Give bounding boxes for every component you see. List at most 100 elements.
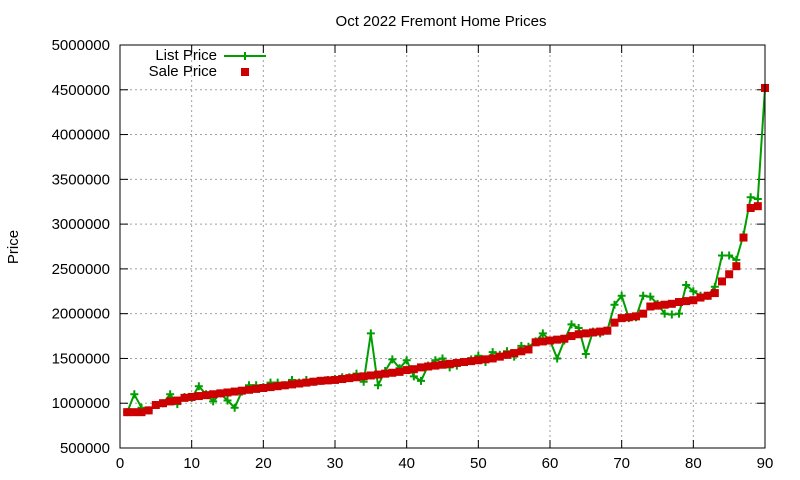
plot-frame xyxy=(119,44,766,449)
y-tick-label: 3500000 xyxy=(52,171,110,188)
x-tick-label: 20 xyxy=(255,455,272,472)
sale-price-point xyxy=(589,328,597,337)
list-price-point xyxy=(581,349,590,358)
sale-price-point xyxy=(409,365,418,374)
sale-price-point xyxy=(438,360,447,369)
list-price-point xyxy=(667,310,676,319)
x-tick-label: 70 xyxy=(613,455,630,472)
series-layer xyxy=(123,83,769,417)
sale-price-point xyxy=(223,388,232,397)
legend: List Price Sale Price xyxy=(149,47,266,80)
sale-price-point xyxy=(646,302,655,311)
y-tick-label: 1000000 xyxy=(52,395,110,412)
sale-price-point xyxy=(323,376,332,385)
y-tick-label: 2500000 xyxy=(52,261,110,278)
list-price-point xyxy=(230,403,239,412)
y-axis-label: Price xyxy=(5,230,22,264)
sale-price-point xyxy=(574,330,583,339)
sale-price-point xyxy=(395,367,404,376)
legend-marker-list-price xyxy=(241,52,249,60)
sale-price-point xyxy=(388,368,397,377)
sale-price-point xyxy=(682,297,691,306)
sale-price-point xyxy=(151,401,160,410)
sale-price-point xyxy=(252,384,261,393)
list-price-point xyxy=(388,355,397,364)
sale-price-point xyxy=(581,329,590,338)
sale-price-point xyxy=(345,374,354,383)
sale-price-point xyxy=(510,349,519,358)
sale-price-point xyxy=(639,309,648,318)
sale-price-point xyxy=(732,262,741,271)
legend-marker-sale-price xyxy=(241,68,249,76)
sale-price-point xyxy=(187,392,196,401)
list-price-point xyxy=(402,356,411,365)
list-price-point xyxy=(553,354,562,363)
sale-price-point xyxy=(531,338,540,347)
sale-price-point xyxy=(402,366,411,375)
list-price-point xyxy=(675,309,683,318)
list-price-point xyxy=(166,390,175,399)
y-tick-label: 4000000 xyxy=(52,127,110,144)
list-price-point xyxy=(209,397,218,406)
sale-price-point xyxy=(603,326,612,335)
y-tick-label: 2000000 xyxy=(52,306,110,323)
y-tick-label: 4500000 xyxy=(52,82,110,99)
list-price-point xyxy=(660,309,669,318)
sale-price-point xyxy=(194,392,203,401)
sale-price-point xyxy=(718,277,726,286)
sale-price-point xyxy=(266,383,275,392)
list-price-point xyxy=(567,320,576,329)
x-tick-label: 90 xyxy=(757,455,774,472)
sale-price-point xyxy=(338,375,347,384)
sale-price-point xyxy=(725,270,734,279)
sale-price-point xyxy=(237,386,246,395)
list-price-point xyxy=(417,376,425,385)
list-price-point xyxy=(718,251,726,260)
legend-label-list-price: List Price xyxy=(155,47,217,64)
sale-price-point xyxy=(202,391,210,400)
sale-price-point xyxy=(632,312,640,321)
list-price-point xyxy=(689,287,698,296)
sale-price-point xyxy=(309,377,318,386)
x-tick-label: 30 xyxy=(327,455,344,472)
list-price-point xyxy=(366,329,375,338)
sale-price-point xyxy=(696,293,705,302)
y-tick-label: 1500000 xyxy=(52,350,110,367)
sale-price-point xyxy=(245,385,253,394)
sale-price-point xyxy=(331,375,339,384)
sale-price-point xyxy=(538,337,547,346)
sale-price-point xyxy=(216,389,225,398)
chart-title: Oct 2022 Fremont Home Prices xyxy=(336,13,547,30)
list-price-point xyxy=(753,195,762,204)
sale-price-point xyxy=(144,406,153,415)
sale-price-point xyxy=(209,390,218,399)
list-price-point xyxy=(130,390,139,399)
sale-price-point xyxy=(359,372,368,381)
sale-price-point xyxy=(445,359,454,368)
sale-price-point xyxy=(660,300,669,309)
sale-price-point xyxy=(417,363,425,372)
sale-price-point xyxy=(273,382,282,391)
sale-price-point xyxy=(130,408,139,417)
sale-price-point xyxy=(366,371,375,380)
sale-price-point xyxy=(503,350,511,359)
x-tick-label: 80 xyxy=(685,455,702,472)
sale-price-point xyxy=(710,289,719,298)
list-price-point xyxy=(194,382,203,391)
list-price-point xyxy=(682,281,691,290)
x-tick-label: 10 xyxy=(183,455,200,472)
sale-price-point xyxy=(467,357,476,366)
sale-price-point xyxy=(560,334,569,343)
sale-price-point xyxy=(352,373,361,382)
sale-price-point xyxy=(424,362,433,371)
axis-ticks: 500000 1000000 1500000 2000000 2500000 300000… xyxy=(52,37,774,472)
sale-price-point xyxy=(280,381,289,390)
sale-price-point xyxy=(488,354,497,363)
sale-price-point xyxy=(302,378,311,387)
sale-price-point xyxy=(374,370,382,379)
sale-price-point xyxy=(474,356,483,365)
list-price-point xyxy=(610,300,619,309)
sale-price-point xyxy=(259,383,268,392)
